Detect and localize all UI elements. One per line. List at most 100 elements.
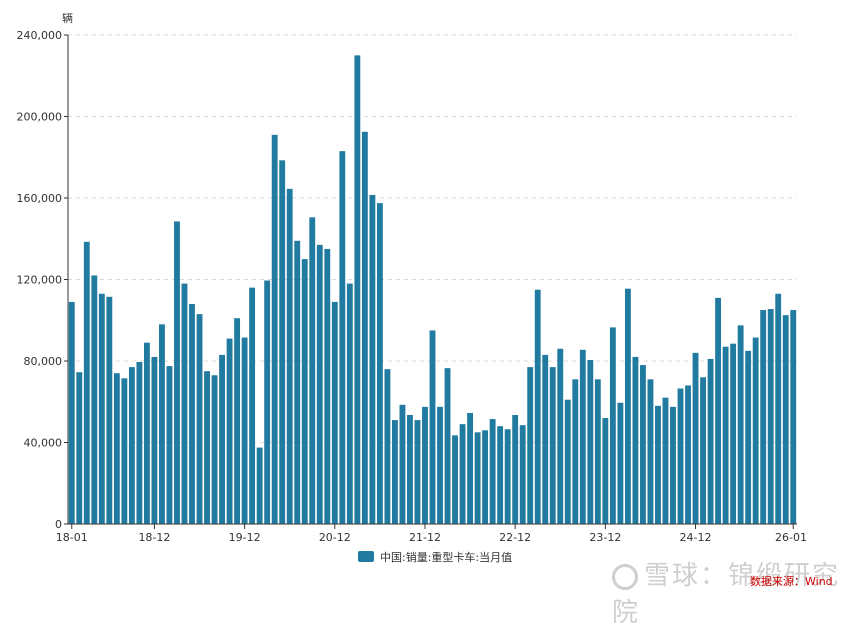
bar [76, 372, 83, 524]
bar [557, 348, 564, 524]
source-note: 数据来源：Wind [750, 575, 833, 588]
bar [467, 412, 474, 524]
bar [286, 188, 293, 525]
bar [512, 414, 519, 524]
bar [617, 402, 624, 524]
legend-swatch [358, 551, 374, 562]
bar [181, 283, 188, 524]
x-tick-label: 18-01 [56, 531, 88, 544]
bar [121, 378, 128, 524]
bar [429, 330, 436, 524]
bar [459, 424, 466, 524]
bar [369, 194, 376, 524]
x-tick-label: 23-12 [589, 531, 621, 544]
bar [737, 325, 744, 524]
bar [189, 303, 195, 524]
bar [767, 309, 774, 524]
bar [324, 248, 331, 524]
bar [437, 406, 443, 524]
y-tick-label: 120,000 [17, 274, 63, 287]
bar [399, 404, 406, 524]
bar [316, 244, 323, 525]
bar [241, 337, 248, 524]
bar [790, 310, 797, 524]
bar [279, 160, 286, 524]
y-tick-label: 80,000 [24, 355, 63, 368]
bar [249, 287, 256, 524]
bar [346, 283, 353, 524]
bar [549, 367, 556, 524]
bar [444, 368, 451, 524]
bar [98, 293, 105, 524]
bar [685, 385, 691, 524]
bar [113, 373, 120, 524]
bar [68, 301, 75, 524]
bar [602, 418, 609, 524]
bar [504, 429, 511, 524]
bar [707, 358, 714, 524]
x-tick-label: 22-12 [499, 531, 531, 544]
bar [632, 356, 639, 524]
bar [579, 349, 586, 524]
bar [264, 280, 271, 524]
x-tick-label: 20-12 [319, 531, 351, 544]
watermark-text: 雪球：锦缎研究院 [612, 561, 841, 628]
bar [752, 337, 759, 524]
bar [376, 203, 383, 524]
x-tick-label: 19-12 [229, 531, 261, 544]
bar [542, 354, 549, 524]
y-unit-label: 辆 [62, 11, 73, 25]
bar [760, 310, 767, 524]
bar [204, 371, 210, 524]
bar [422, 406, 428, 524]
bar [655, 405, 661, 524]
bar [474, 432, 481, 524]
bar [331, 301, 338, 524]
bar [527, 367, 534, 524]
bar [587, 359, 594, 524]
bar [159, 324, 165, 524]
x-tick-label: 18-12 [138, 531, 170, 544]
bar [782, 315, 789, 524]
watermark: 雪球：锦缎研究院 [612, 555, 865, 629]
bar-series [68, 55, 797, 525]
bar [83, 241, 90, 524]
bar-chart: 辆 0 40,000 80,000 120,000 160,000 200,000 240,… [17, 11, 808, 564]
bar [361, 131, 368, 524]
y-tick-label: 40,000 [24, 437, 63, 450]
bar [572, 379, 579, 524]
bar [106, 296, 113, 524]
bar [692, 352, 699, 524]
bar [594, 379, 601, 524]
bar [497, 426, 504, 524]
bar [414, 420, 421, 524]
bar [677, 388, 684, 524]
bar [730, 343, 737, 524]
bar [174, 221, 180, 524]
bar [219, 354, 225, 524]
bar [354, 55, 361, 524]
bar [294, 240, 301, 524]
bar [519, 425, 526, 524]
bar [700, 377, 706, 524]
bar [609, 327, 616, 524]
bar [136, 362, 143, 524]
bar [407, 414, 413, 524]
legend-label: 中国:销量:重型卡车:当月值 [380, 550, 512, 564]
bar [722, 346, 729, 524]
bar [309, 217, 316, 524]
bar [128, 367, 135, 524]
bar [534, 289, 541, 524]
bar [166, 366, 173, 524]
snowball-logo-icon [612, 563, 638, 590]
bar [391, 420, 398, 524]
bar [482, 430, 489, 524]
y-axis-ticks: 0 40,000 80,000 120,000 160,000 200,000 240,00… [17, 29, 68, 531]
bar [662, 397, 669, 524]
legend: 中国:销量:重型卡车:当月值 [358, 550, 512, 564]
bar [715, 297, 722, 524]
y-tick-label: 240,000 [17, 29, 63, 42]
bar [775, 293, 782, 524]
bar [226, 338, 233, 524]
bar [670, 406, 676, 524]
